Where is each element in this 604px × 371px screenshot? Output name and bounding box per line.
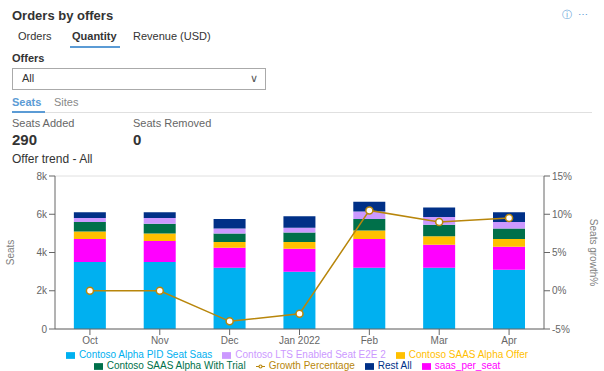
svg-text:Seats: Seats: [8, 240, 16, 266]
html-text:saas_per_seat: saas_per_seat: [434, 360, 501, 371]
svg-text:Apr: Apr: [501, 335, 517, 346]
svg-text:-5%: -5%: [552, 324, 570, 335]
html-text:Revenue (USD): Revenue (USD): [133, 30, 211, 42]
svg-text:5%: 5%: [552, 247, 567, 258]
svg-text:8k: 8k: [36, 171, 48, 182]
svg-text:0: 0: [41, 324, 47, 335]
html-text:Orders by offers: Orders by offers: [12, 8, 114, 23]
html-text:Offers: Offers: [12, 52, 45, 64]
svg-text:Oct: Oct: [82, 335, 98, 346]
html-text:290: 290: [12, 131, 37, 148]
html-text:Seats Removed: Seats Removed: [133, 117, 212, 129]
svg-text:Mar: Mar: [431, 335, 449, 346]
html-text:0: 0: [133, 131, 142, 148]
svg-text:Nov: Nov: [151, 335, 169, 346]
html-text:Quantity: Quantity: [72, 30, 117, 42]
svg-text:2k: 2k: [36, 285, 48, 296]
html-text:Contoso Alpha PID Seat Saas: Contoso Alpha PID Seat Saas: [78, 349, 213, 360]
svg-text:Dec: Dec: [221, 335, 239, 346]
html-text:Contoso SAAS Alpha Offer: Contoso SAAS Alpha Offer: [408, 349, 529, 360]
html-text:Sites: Sites: [54, 96, 79, 108]
svg-text:6k: 6k: [36, 209, 48, 220]
svg-text:4k: 4k: [36, 247, 48, 258]
svg-text:Seats growth%: Seats growth%: [588, 219, 596, 286]
html-text:Seats: Seats: [12, 96, 42, 108]
html-text:Orders: Orders: [18, 30, 52, 42]
html-text:Contoso SAAS Alpha With Trial: Contoso SAAS Alpha With Trial: [106, 360, 246, 371]
html-text:Contoso LTS Enabled Seat E2E 2: Contoso LTS Enabled Seat E2E 2: [235, 349, 386, 360]
html-text:Offer trend - All: Offer trend - All: [12, 152, 93, 166]
html-text:Rest All: Rest All: [377, 360, 412, 371]
svg-text:Jan 2022: Jan 2022: [279, 335, 321, 346]
svg-text:Feb: Feb: [361, 335, 379, 346]
svg-text:10%: 10%: [552, 209, 572, 220]
html-text:Growth Percentage: Growth Percentage: [268, 360, 355, 371]
svg-text:15%: 15%: [552, 171, 572, 182]
svg-text:0%: 0%: [552, 285, 567, 296]
html-text:Seats Added: Seats Added: [12, 117, 75, 129]
html-text:All: All: [22, 72, 35, 84]
